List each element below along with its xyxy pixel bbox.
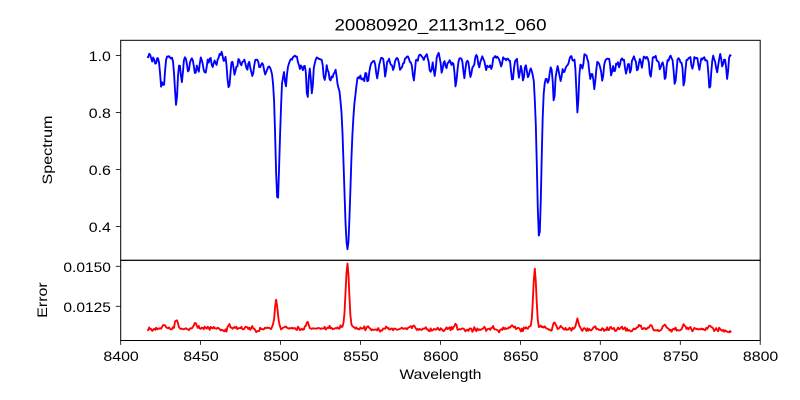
svg-text:8450: 8450 bbox=[183, 348, 219, 364]
svg-text:Spectrum: Spectrum bbox=[39, 116, 55, 185]
svg-text:0.6: 0.6 bbox=[89, 162, 111, 178]
svg-text:1.0: 1.0 bbox=[89, 48, 111, 64]
svg-text:8500: 8500 bbox=[263, 348, 299, 364]
svg-text:8700: 8700 bbox=[583, 348, 619, 364]
svg-text:0.0150: 0.0150 bbox=[63, 259, 111, 275]
svg-text:8750: 8750 bbox=[663, 348, 699, 364]
svg-text:20080920_2113m12_060: 20080920_2113m12_060 bbox=[335, 16, 547, 35]
svg-text:0.8: 0.8 bbox=[89, 105, 111, 121]
svg-text:8600: 8600 bbox=[423, 348, 459, 364]
svg-text:8400: 8400 bbox=[103, 348, 139, 364]
svg-text:8650: 8650 bbox=[503, 348, 539, 364]
svg-text:Wavelength: Wavelength bbox=[400, 366, 482, 382]
svg-text:0.4: 0.4 bbox=[89, 219, 111, 235]
svg-text:8800: 8800 bbox=[743, 348, 779, 364]
svg-text:0.0125: 0.0125 bbox=[63, 299, 111, 315]
svg-text:8550: 8550 bbox=[343, 348, 379, 364]
svg-text:Error: Error bbox=[34, 282, 50, 318]
